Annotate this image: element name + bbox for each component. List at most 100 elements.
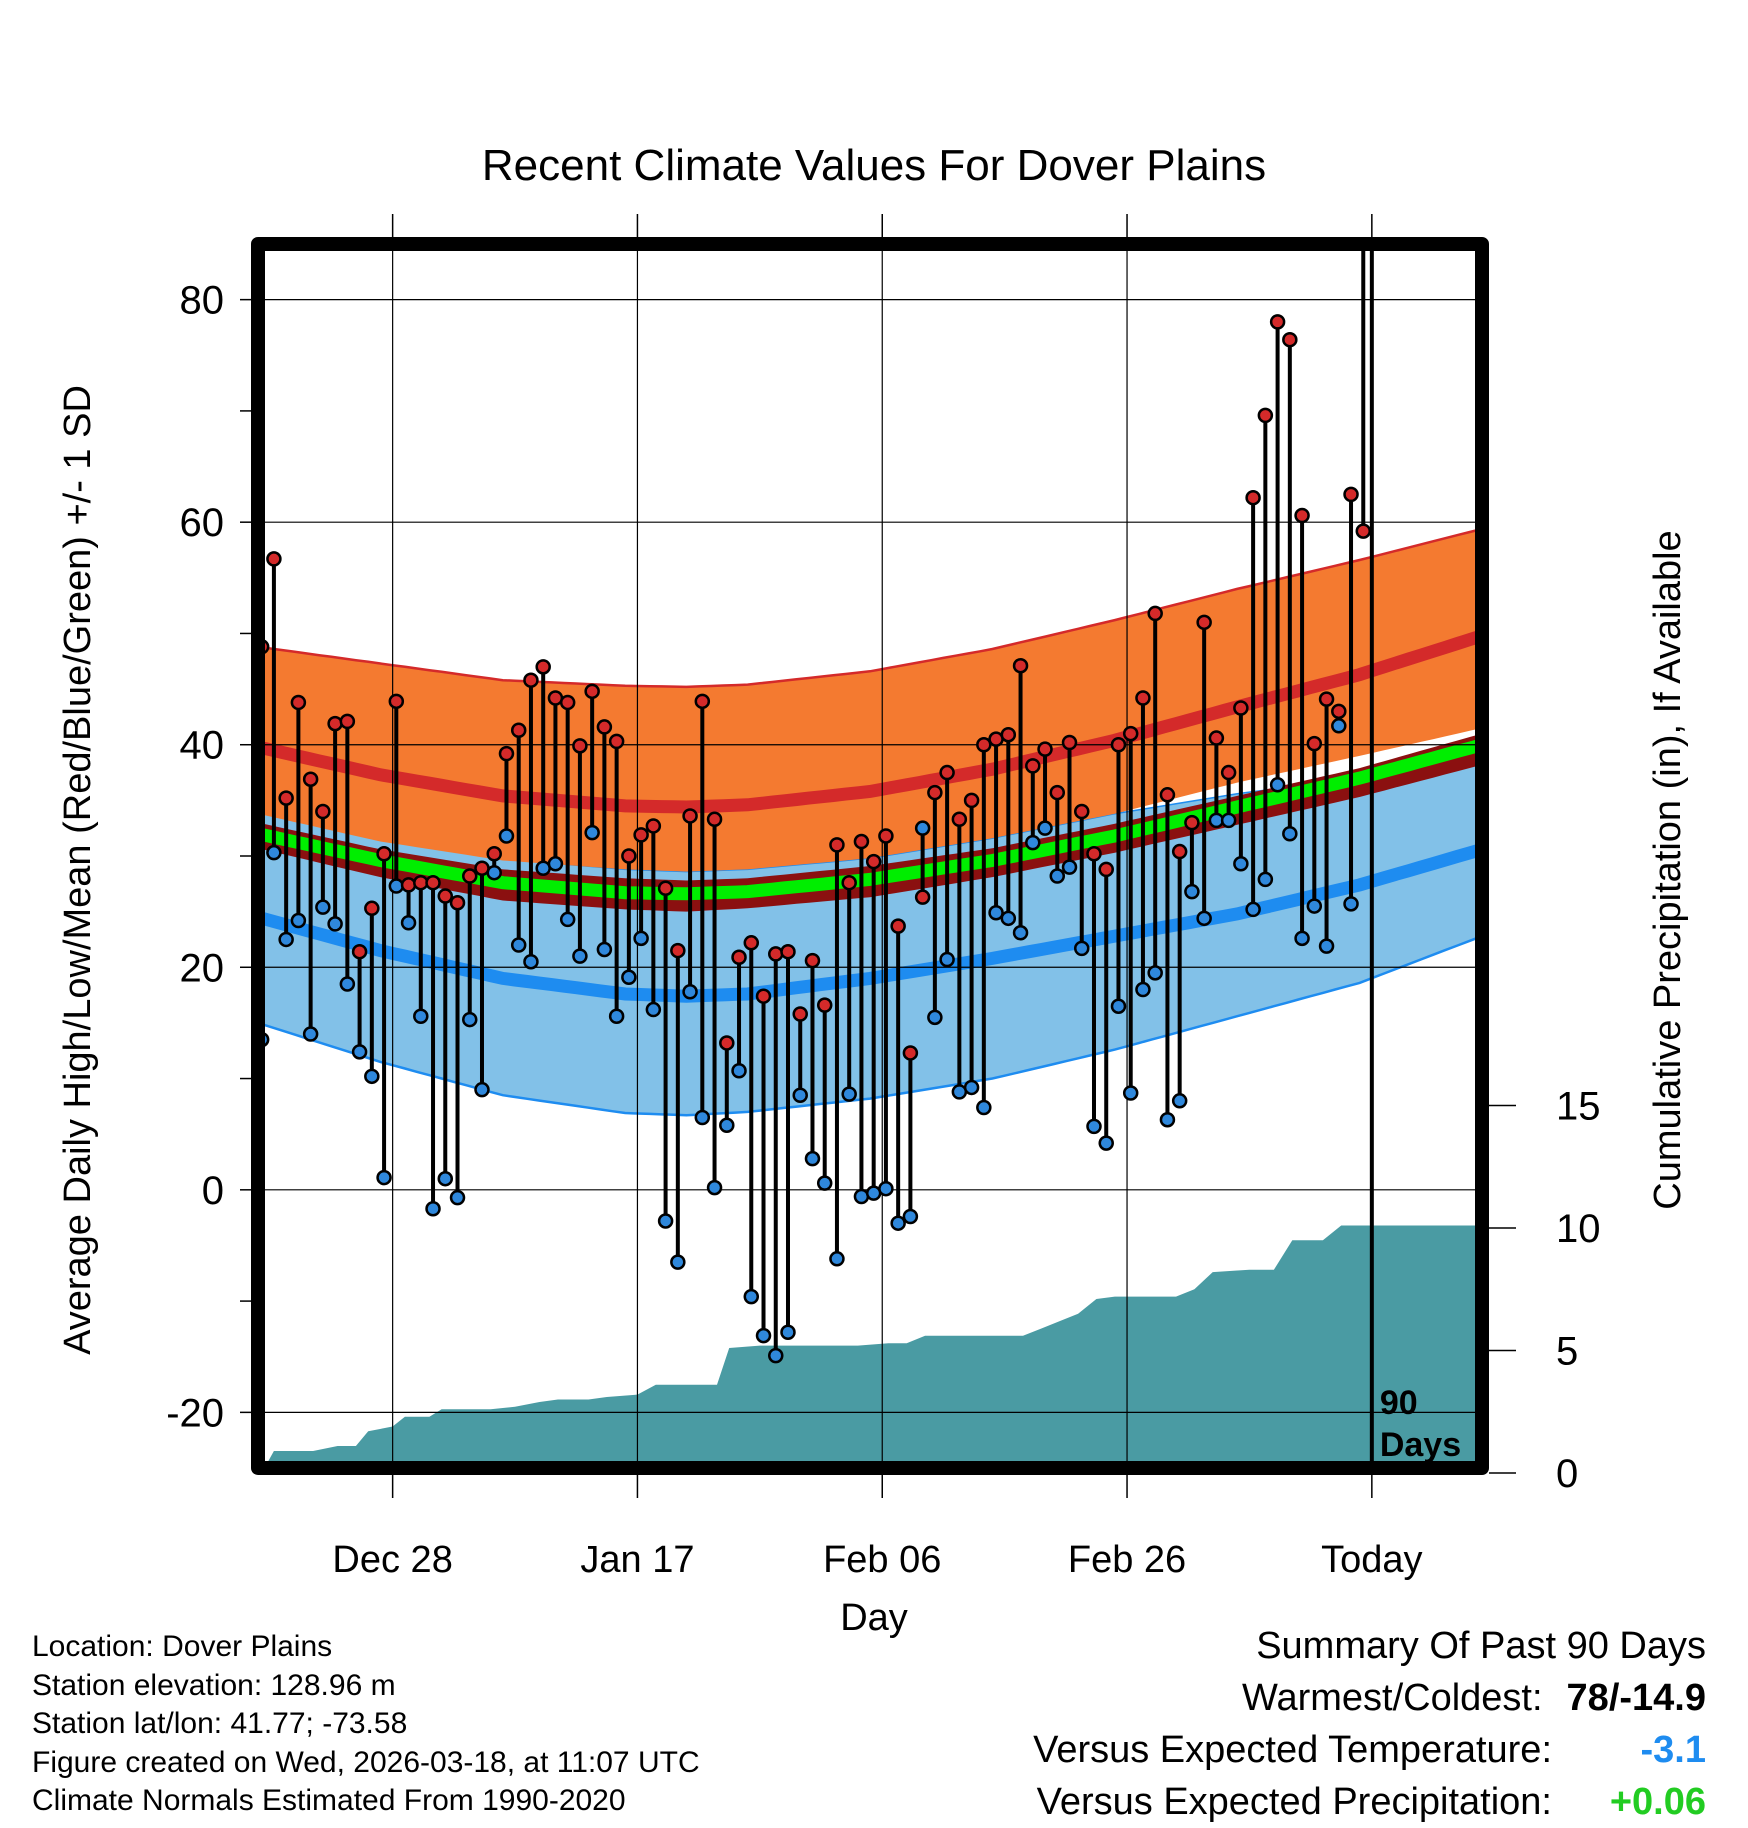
summary-panel: Summary Of Past 90 Days Warmest/Coldest:… (806, 1620, 1706, 1828)
daily-high-point (792, 1006, 808, 1022)
y2-axis-label: Cumulative Precipitation (in), If Availa… (1647, 530, 1689, 1209)
daily-low-point (388, 878, 405, 894)
daily-high-point (1208, 730, 1225, 746)
low-band-lower-edge (258, 934, 1482, 1117)
daily-high-point (657, 880, 674, 897)
daily-high-point (400, 877, 417, 893)
daily-low-point (1098, 1135, 1114, 1151)
daily-low-point (486, 864, 502, 881)
daily-high-point (682, 808, 698, 824)
daily-high-point (1355, 523, 1372, 539)
daily-low-point (914, 820, 931, 836)
daily-low-point (1025, 834, 1041, 851)
daily-high-point (694, 693, 711, 710)
daily-low-point (315, 899, 331, 915)
daily-high-point (865, 853, 882, 870)
precip-diff-value: +0.06 (1609, 1781, 1706, 1823)
daily-low-point (755, 1327, 772, 1344)
daily-low-point (510, 937, 527, 953)
daily-low-point (1343, 896, 1359, 912)
daily-high-point (1074, 803, 1090, 820)
daily-high-point (780, 943, 796, 960)
daily-high-point (449, 894, 466, 911)
x-axis-label: Day (840, 1597, 908, 1639)
daily-low-point (413, 1008, 429, 1024)
daily-high-point (768, 946, 784, 962)
daily-high-point (1147, 605, 1163, 622)
daily-low-point (1184, 883, 1200, 900)
y-tick-label: 80 (180, 279, 225, 323)
warmest-coldest-label: Warmest/Coldest: (1241, 1677, 1543, 1719)
y-tick-label: 40 (180, 724, 225, 768)
daily-low-point (266, 844, 282, 861)
meta-elevation: Station elevation: 128.96 m (32, 1668, 396, 1702)
daily-low-point (1245, 901, 1261, 918)
daily-high-point (1233, 700, 1249, 716)
daily-low-point (437, 1170, 454, 1187)
daily-high-point (645, 818, 662, 834)
daily-high-point (1282, 331, 1298, 348)
daily-low-point (890, 1215, 906, 1231)
chart-title: Recent Climate Values For Dover Plains (482, 141, 1266, 190)
daily-low-point (1196, 910, 1212, 927)
daily-high-point (462, 868, 478, 884)
daily-high-point (1184, 814, 1200, 831)
y-axis-label: Average Daily High/Low/Mean (Red/Blue/Gr… (57, 385, 99, 1355)
x-tick-label: Dec 28 (332, 1539, 452, 1581)
daily-low-point (963, 1079, 980, 1096)
daily-low-point (927, 1009, 943, 1026)
daily-low-point (743, 1288, 760, 1305)
daily-high-point (743, 935, 760, 951)
daily-high-point (559, 694, 576, 711)
daily-low-point (425, 1200, 441, 1217)
daily-low-point (853, 1188, 870, 1205)
daily-low-point (694, 1109, 711, 1126)
daily-high-point (1061, 734, 1078, 751)
meta-normals: Climate Normals Estimated From 1990-2020 (32, 1784, 626, 1817)
daily-high-point (633, 827, 649, 843)
precip-diff-label: Versus Expected Precipitation: (1036, 1781, 1552, 1823)
x-tick-label: Feb 06 (823, 1539, 941, 1581)
x-tick-label: Today (1321, 1539, 1422, 1581)
daily-high-point (1331, 703, 1347, 720)
daily-low-point (792, 1087, 808, 1103)
daily-low-point (939, 951, 955, 968)
daily-high-point (510, 722, 527, 739)
daily-low-point (1037, 820, 1053, 836)
daily-low-point (1233, 856, 1249, 872)
daily-low-point (1220, 812, 1237, 829)
mean-normal-line (258, 738, 1482, 901)
daily-low-point (1012, 925, 1029, 941)
daily-high-point (1037, 741, 1053, 757)
daily-low-point (498, 828, 515, 844)
daily-high-point (1012, 657, 1029, 674)
temp-diff-label: Versus Expected Temperature: (1033, 1729, 1552, 1771)
daily-low-point (1000, 910, 1017, 927)
daily-high-point (1110, 736, 1127, 753)
daily-low-point (621, 969, 637, 986)
daily-high-point (670, 942, 686, 959)
y-tick-label: 60 (180, 501, 225, 545)
daily-low-point (878, 1180, 894, 1197)
daily-high-point (1257, 407, 1274, 424)
daily-low-point (1159, 1111, 1176, 1128)
daily-high-point (1086, 846, 1102, 862)
high-normal-band (258, 528, 1482, 872)
daily-high-point (1098, 861, 1114, 878)
daily-low-point (584, 824, 600, 841)
daily-low-point (1110, 998, 1127, 1014)
daily-high-point (804, 952, 821, 969)
daily-low-point (645, 1001, 662, 1018)
daily-high-point (437, 888, 454, 904)
daily-high-point (364, 900, 380, 917)
daily-high-point (719, 1035, 735, 1051)
daily-low-point (351, 1044, 368, 1060)
daily-high-point (1196, 614, 1212, 631)
daily-high-point (339, 713, 356, 730)
daily-high-point (878, 828, 894, 844)
daily-low-point (572, 948, 588, 964)
plot-frame (251, 237, 1489, 1475)
daily-low-point (902, 1208, 919, 1225)
daily-high-point (572, 738, 588, 754)
daily-low-point (327, 916, 343, 932)
